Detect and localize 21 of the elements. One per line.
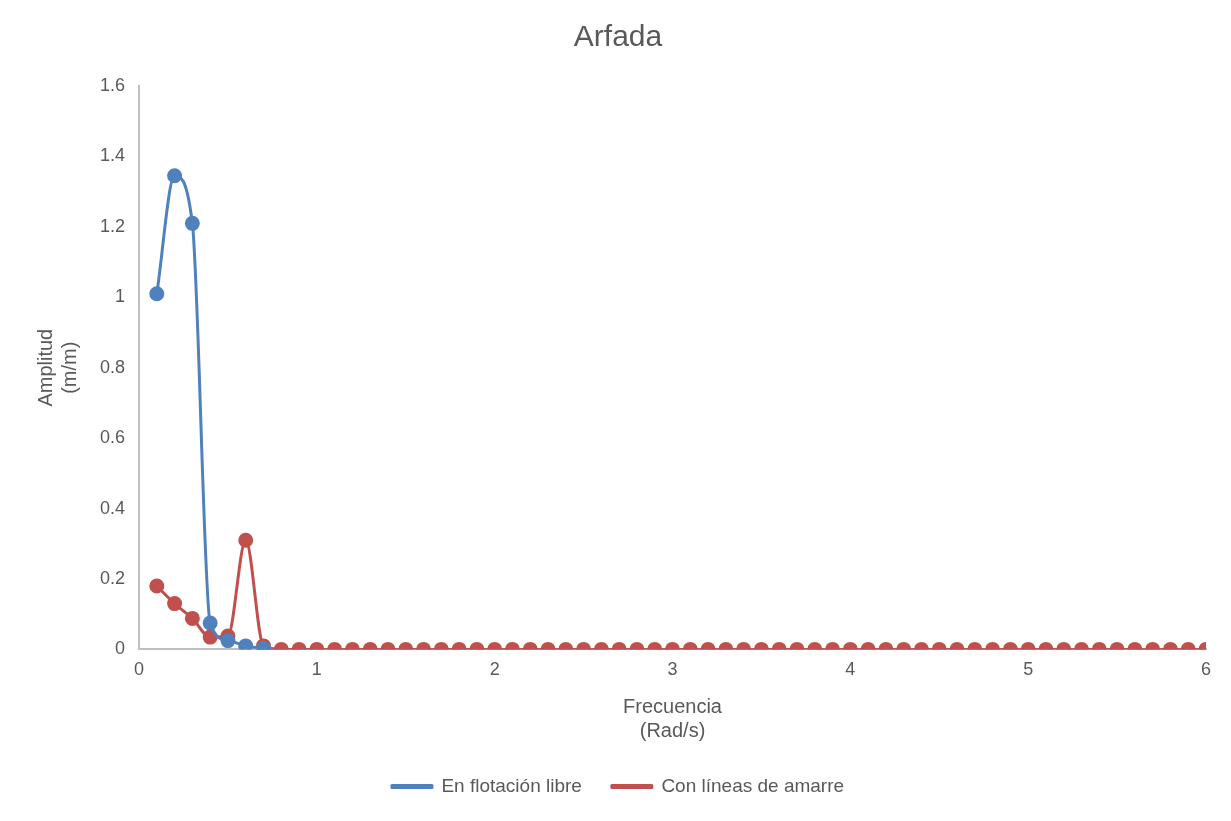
y-tick-label: 0 [115, 638, 126, 659]
y-tick-label: 0.2 [99, 567, 126, 588]
y-tick-label: 1 [115, 286, 126, 307]
x-tick-label: 6 [1200, 659, 1212, 680]
x-tick-label: 1 [311, 659, 322, 680]
x-tick-label: 5 [1023, 659, 1034, 680]
y-tick-label: 1.2 [99, 215, 126, 236]
x-axis-title: Frecuencia (Rad/s) [623, 694, 723, 741]
y-tick-label: 1.4 [99, 145, 126, 166]
y-tick-label: 1.6 [99, 74, 126, 95]
y-tick-label: 0.6 [99, 427, 126, 448]
x-tick-label: 0 [134, 659, 145, 680]
x-tick-label: 3 [667, 659, 678, 680]
x-tick-label: 2 [489, 659, 500, 680]
y-tick-label: 0.4 [99, 497, 126, 518]
y-axis-title: Amplitud (m/m) [33, 328, 80, 407]
chart-title: Arfada [573, 19, 663, 53]
legend-label: Con líneas de amarre [661, 774, 845, 796]
x-tick-label: 4 [845, 659, 856, 680]
y-tick-label: 0.8 [99, 356, 126, 377]
legend-label: En flotación libre [441, 774, 582, 796]
